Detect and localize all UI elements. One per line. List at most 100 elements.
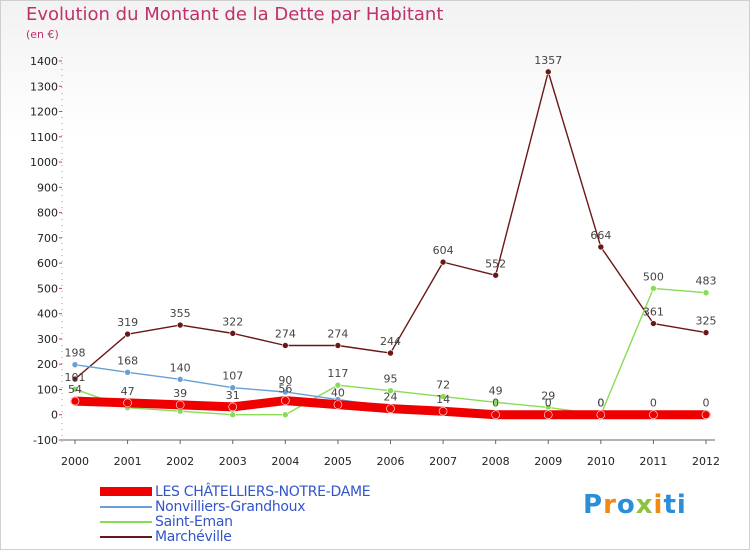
- data-label: 29: [541, 389, 555, 402]
- legend-swatch: [100, 487, 152, 496]
- data-label: 1357: [534, 54, 562, 67]
- data-point: [334, 342, 342, 349]
- data-label: 322: [222, 315, 243, 328]
- x-tick-label: 2012: [692, 455, 720, 468]
- y-tick-label: 1300: [30, 80, 58, 93]
- y-tick-label: 1400: [30, 55, 58, 68]
- y-tick-label: -100: [33, 434, 58, 447]
- x-tick-label: 2005: [324, 455, 352, 468]
- y-tick-label: 900: [37, 181, 58, 194]
- data-label: 325: [696, 315, 717, 328]
- data-point: [229, 330, 237, 337]
- x-tick-label: 2003: [219, 455, 247, 468]
- data-label: 117: [327, 367, 348, 380]
- x-tick-label: 2000: [61, 455, 89, 468]
- data-point: [176, 321, 184, 329]
- data-point: [439, 393, 447, 400]
- data-label: 24: [384, 391, 398, 404]
- data-label: 168: [117, 354, 138, 367]
- data-point: [386, 404, 395, 413]
- data-label: 0: [650, 397, 657, 410]
- data-point: [281, 396, 290, 405]
- data-point: [438, 406, 448, 416]
- data-point: [387, 349, 394, 357]
- data-label: 355: [170, 307, 191, 320]
- data-label: 244: [380, 335, 401, 348]
- data-point: [650, 285, 657, 292]
- data-point: [702, 289, 710, 296]
- legend-item: LES CHÂTELLIERS-NOTRE-DAME: [100, 483, 371, 500]
- data-label: 0: [492, 397, 499, 410]
- x-tick-label: 2010: [587, 455, 615, 468]
- legend-label: Saint-Eman: [155, 513, 233, 530]
- data-point: [333, 400, 343, 409]
- data-label: 361: [643, 306, 664, 319]
- line-chart: -100010020030040050060070080090010001100…: [30, 54, 720, 468]
- data-label: 140: [170, 361, 191, 374]
- legend: LES CHÂTELLIERS-NOTRE-DAME Nonvilliers-Gr…: [100, 483, 371, 545]
- y-tick-label: 200: [37, 358, 58, 371]
- x-tick-label: 2009: [534, 455, 562, 468]
- data-label: 95: [384, 373, 398, 386]
- legend-swatch: [100, 520, 152, 523]
- data-label: 47: [121, 385, 135, 398]
- data-point: [124, 330, 131, 338]
- chart-title: Evolution du Montant de la Dette par Hab…: [26, 4, 444, 25]
- data-label: 604: [433, 244, 454, 257]
- data-point: [544, 68, 552, 76]
- data-label: 14: [436, 393, 450, 406]
- y-tick-label: 1100: [30, 131, 58, 144]
- data-point: [71, 361, 79, 369]
- x-tick-label: 2008: [482, 455, 510, 468]
- x-tick-label: 2001: [114, 455, 142, 468]
- data-point: [701, 410, 711, 420]
- data-point: [228, 402, 238, 412]
- data-label: 0: [545, 397, 552, 410]
- data-label: 56: [278, 383, 292, 396]
- data-point: [71, 385, 79, 393]
- data-point: [491, 410, 500, 420]
- data-label: 552: [485, 257, 506, 270]
- data-point: [229, 384, 237, 391]
- data-point: [702, 329, 710, 336]
- data-point: [175, 400, 185, 410]
- data-point: [282, 388, 289, 396]
- data-label: 0: [597, 397, 604, 410]
- legend-swatch: [100, 505, 152, 508]
- data-point: [124, 368, 131, 376]
- legend-label: Marchéville: [155, 528, 232, 545]
- data-label: 72: [436, 379, 450, 392]
- y-tick-label: 1000: [30, 156, 58, 169]
- data-label: 500: [643, 270, 664, 283]
- data-label: 101: [65, 371, 86, 384]
- data-point: [492, 271, 499, 279]
- y-tick-label: 500: [37, 282, 58, 295]
- data-label: 664: [590, 229, 611, 242]
- data-label: 319: [117, 316, 138, 329]
- data-point: [439, 258, 447, 266]
- data-point: [387, 387, 394, 395]
- x-tick-label: 2004: [271, 455, 299, 468]
- x-tick-label: 2007: [429, 455, 457, 468]
- x-tick-label: 2002: [166, 455, 194, 468]
- data-point: [123, 398, 132, 408]
- chart-unit-label: (en €): [26, 28, 59, 41]
- x-tick-label: 2011: [639, 455, 667, 468]
- data-label: 198: [65, 347, 86, 360]
- data-point: [282, 342, 289, 349]
- data-point: [70, 396, 80, 406]
- legend-label: LES CHÂTELLIERS-NOTRE-DAME: [155, 483, 371, 500]
- data-point: [176, 376, 184, 383]
- data-point: [229, 411, 237, 419]
- data-label: 40: [331, 387, 345, 400]
- data-label: 0: [703, 397, 710, 410]
- data-point: [597, 243, 605, 251]
- data-label: 39: [173, 387, 187, 400]
- y-tick-label: 0: [51, 409, 58, 422]
- data-point: [596, 410, 606, 420]
- data-point: [282, 411, 289, 419]
- data-label: 49: [489, 384, 503, 397]
- x-tick-label: 2006: [377, 455, 405, 468]
- data-point: [650, 320, 657, 327]
